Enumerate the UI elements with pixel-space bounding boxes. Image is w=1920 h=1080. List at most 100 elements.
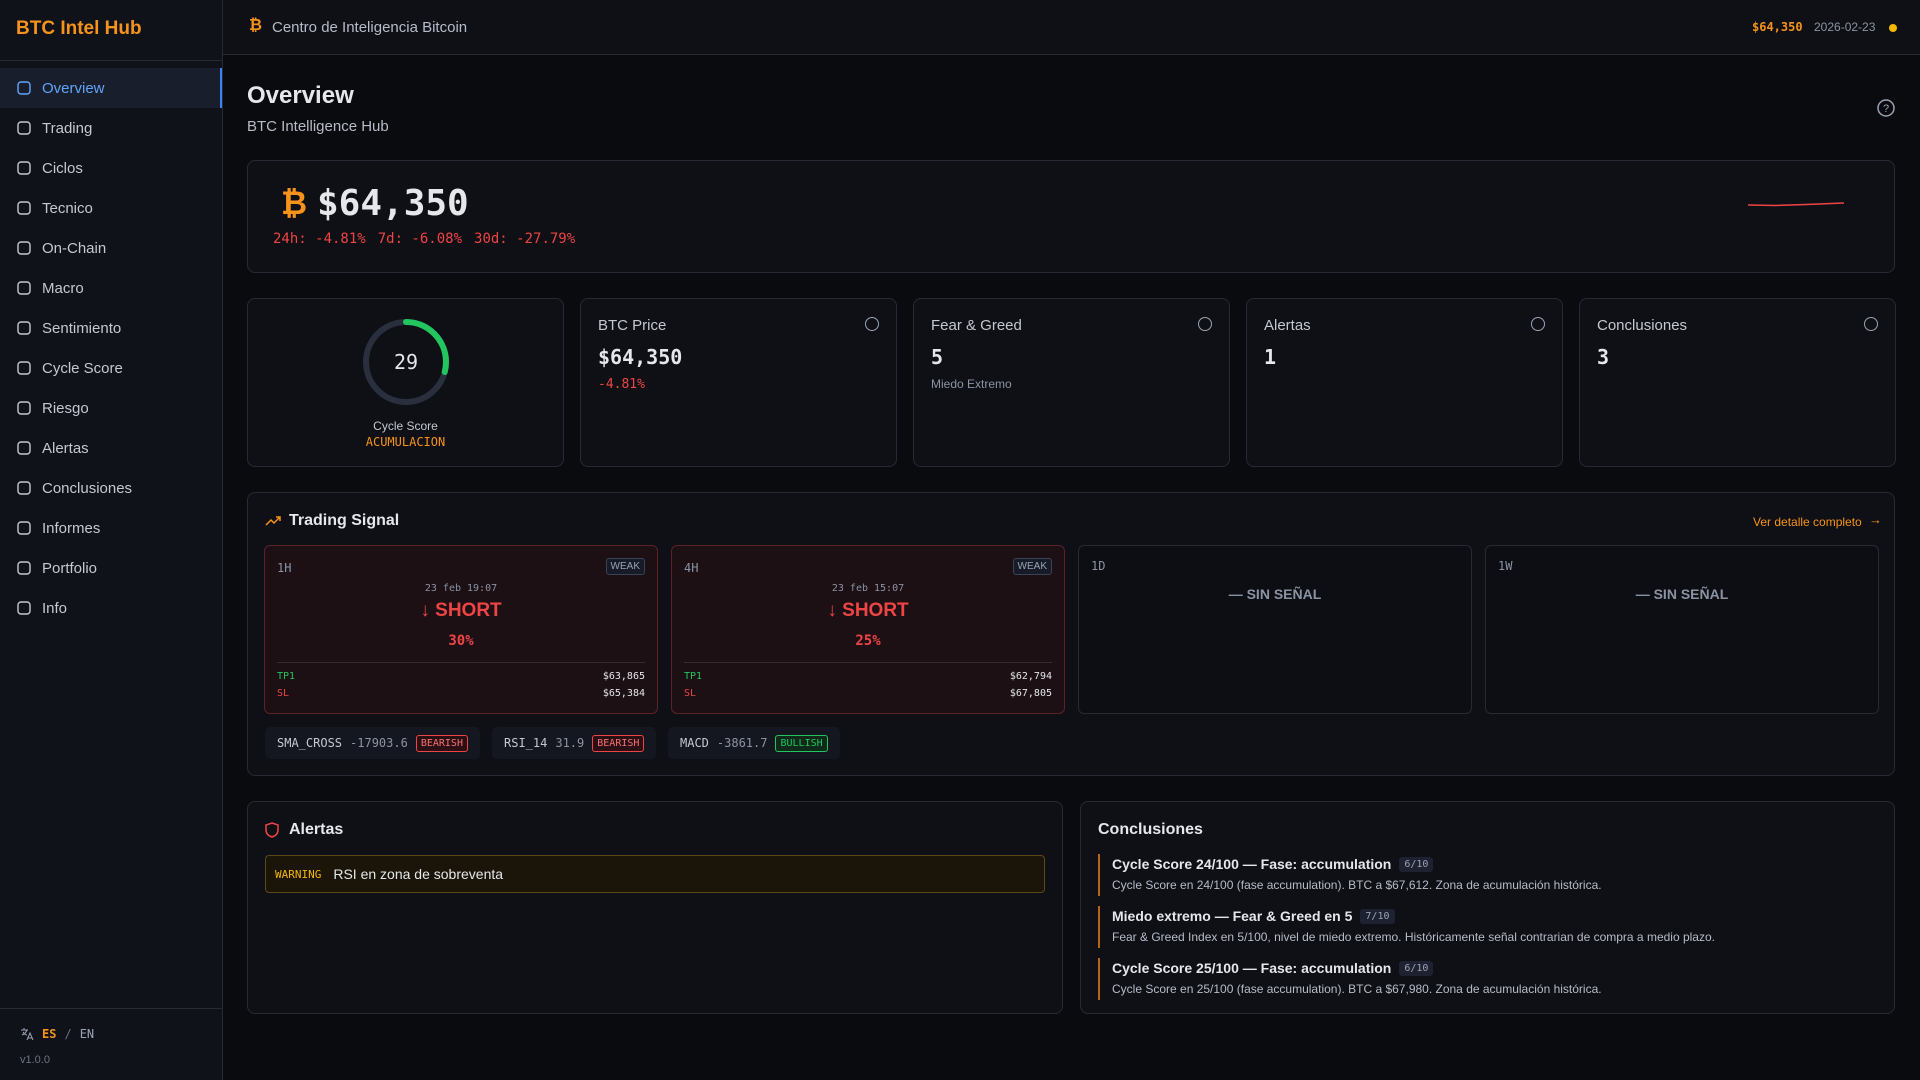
signal-time: 23 feb 15:07 <box>831 583 905 594</box>
dash: — <box>1635 586 1654 602</box>
gauge-value: 29 <box>394 350 418 374</box>
card-title: Alertas <box>1264 317 1311 334</box>
conclusion: Cycle Score 25/100 — Fase: accumulation 6… <box>1098 958 1877 1000</box>
strength: WEAK <box>1012 558 1052 575</box>
confidence: 30% <box>448 633 474 649</box>
no-signal: — SIN SEÑAL <box>1079 586 1471 602</box>
alerts-panel: Alertas WARNING RSI en zona de sobreventa <box>247 801 1063 1014</box>
indicator-name: MACD <box>680 736 709 750</box>
direction: ↓ SHORT <box>672 600 1064 622</box>
card-value: 5 <box>931 345 944 369</box>
indicator-signal: BULLISH <box>775 734 828 752</box>
nav-icon <box>17 361 31 375</box>
timeframe: 1D <box>1091 559 1106 573</box>
nav-icon <box>17 201 31 215</box>
indicator-value: 31.9 <box>555 736 585 750</box>
sparkline <box>1747 202 1845 207</box>
nav-label: Portfolio <box>42 559 98 577</box>
timeframe: 4H <box>684 561 699 575</box>
signal-card: 1D — SIN SEÑAL <box>1078 545 1472 714</box>
card-icon <box>1531 317 1545 331</box>
nav-item[interactable]: Overview <box>0 68 222 108</box>
card-sub: Miedo Extremo <box>931 377 1012 391</box>
card-icon <box>1864 317 1878 331</box>
help-icon[interactable]: ? <box>1876 98 1896 118</box>
cycle-phase: ACUMULACION <box>365 435 446 449</box>
nav-label: Riesgo <box>42 399 89 417</box>
indicator: SMA_CROSS -17903.6 BEARISH <box>265 727 480 759</box>
divider <box>684 662 1052 663</box>
change: 7d: -6.08% <box>377 231 463 247</box>
card-icon <box>1198 317 1212 331</box>
alert: WARNING RSI en zona de sobreventa <box>265 855 1045 893</box>
nav-item[interactable]: Trading <box>0 108 222 148</box>
no-signal-text: SIN SEÑAL <box>1653 586 1729 602</box>
direction-text: SHORT <box>435 600 502 621</box>
version: v1.0.0 <box>20 1054 50 1066</box>
strength: WEAK <box>605 558 645 575</box>
tp-label: TP1 <box>277 671 296 682</box>
nav-label: Cycle Score <box>42 359 123 377</box>
nav-item[interactable]: On-Chain <box>0 228 222 268</box>
nav-icon <box>17 161 31 175</box>
cycle-card: 29 Cycle Score ACUMULACION <box>247 298 564 467</box>
arrow-icon: → <box>1869 512 1882 527</box>
lang-es[interactable]: ES <box>42 1027 57 1041</box>
card-value: 1 <box>1264 345 1277 369</box>
indicator-signal: BEARISH <box>415 734 468 752</box>
trading-title: Trading Signal <box>289 512 400 529</box>
stat-card: Conclusiones 3 <box>1579 298 1896 467</box>
btc-icon: ₿ <box>281 185 308 221</box>
lang-icon <box>21 1028 34 1041</box>
nav-item[interactable]: Portfolio <box>0 548 222 588</box>
conclusion: Cycle Score 24/100 — Fase: accumulation 6… <box>1098 854 1877 896</box>
conclusions-title: Conclusiones <box>1098 821 1203 838</box>
lang-en[interactable]: EN <box>79 1027 95 1041</box>
stat-card: BTC Price $64,350 -4.81% <box>580 298 897 467</box>
nav-label: Informes <box>42 519 101 537</box>
divider <box>0 1008 222 1009</box>
lang-separator: / <box>64 1027 72 1041</box>
conclusion-head: Miedo extremo — Fear & Greed en 5 7/10 <box>1112 908 1877 924</box>
nav-icon <box>17 481 31 495</box>
sl-label: SL <box>684 688 697 699</box>
nav-item[interactable]: Info <box>0 588 222 628</box>
indicator-value: -17903.6 <box>350 736 408 750</box>
indicator-signal: BEARISH <box>592 734 645 752</box>
card-title: BTC Price <box>598 317 667 334</box>
topbar-price: $64,350 <box>1752 20 1803 34</box>
nav-icon <box>17 601 31 615</box>
lang-switch: ES / EN <box>20 1027 94 1041</box>
timeframe: 1H <box>277 561 292 575</box>
nav-item[interactable]: Tecnico <box>0 188 222 228</box>
hero-changes: 24h: -4.81% 7d: -6.08% 30d: -27.79% <box>273 231 575 247</box>
card-value: 3 <box>1597 345 1610 369</box>
conclusion-score: 6/10 <box>1399 856 1434 872</box>
page-subtitle: BTC Intelligence Hub <box>247 118 389 135</box>
signal-time: 23 feb 19:07 <box>424 583 498 594</box>
direction: ↓ SHORT <box>265 600 657 622</box>
hero-card: ₿ $64,350 24h: -4.81% 7d: -6.08% 30d: -27.… <box>247 160 1895 273</box>
stat-card: Alertas 1 <box>1246 298 1563 467</box>
topbar-date: 2026-02-23 <box>1814 20 1876 34</box>
nav-item[interactable]: Conclusiones <box>0 468 222 508</box>
nav-item[interactable]: Riesgo <box>0 388 222 428</box>
nav-label: Overview <box>42 79 105 97</box>
nav-item[interactable]: Ciclos <box>0 148 222 188</box>
indicator-name: SMA_CROSS <box>277 736 343 750</box>
nav-item[interactable]: Sentimiento <box>0 308 222 348</box>
timeframe: 1W <box>1498 559 1513 573</box>
nav-item[interactable]: Macro <box>0 268 222 308</box>
nav-item[interactable]: Informes <box>0 508 222 548</box>
indicator-value: -3861.7 <box>716 736 768 750</box>
detail-link[interactable]: Ver detalle completo <box>1753 515 1862 529</box>
card-icon <box>865 317 879 331</box>
alert-text: RSI en zona de sobreventa <box>333 866 504 882</box>
sl: $65,384 <box>602 688 645 699</box>
nav-item[interactable]: Alertas <box>0 428 222 468</box>
arrow: ↓ <box>420 600 436 621</box>
brand[interactable]: BTC Intel Hub <box>16 18 142 39</box>
svg-text:?: ? <box>1883 103 1889 115</box>
nav-item[interactable]: Cycle Score <box>0 348 222 388</box>
